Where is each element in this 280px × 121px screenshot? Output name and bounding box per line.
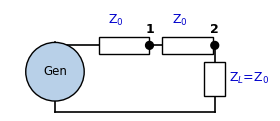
Text: Gen: Gen [43, 65, 67, 78]
Text: 1: 1 [145, 23, 154, 36]
Text: Z$_L$=Z$_0$: Z$_L$=Z$_0$ [229, 71, 269, 86]
Bar [162, 37, 213, 54]
Circle shape [211, 42, 219, 49]
Bar [99, 37, 150, 54]
Bar [204, 62, 225, 96]
Circle shape [146, 42, 153, 49]
Text: Z$_0$: Z$_0$ [172, 13, 188, 28]
Circle shape [26, 42, 84, 101]
Text: Z$_0$: Z$_0$ [108, 13, 123, 28]
Text: 2: 2 [210, 23, 219, 36]
